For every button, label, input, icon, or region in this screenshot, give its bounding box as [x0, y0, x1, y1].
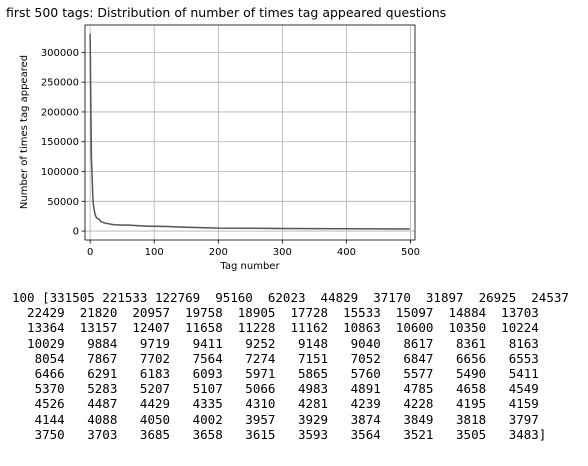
- x-tick-label: 400: [337, 247, 356, 258]
- array-output: 100 [331505 221533 122769 95160 62023 44…: [12, 290, 569, 442]
- y-axis-label: Number of times tag appeared: [19, 55, 30, 209]
- tag-distribution-chart: first 500 tags: Distribution of number o…: [6, 5, 446, 272]
- y-tick-label: 200000: [41, 107, 79, 118]
- x-tick-label: 0: [87, 247, 93, 258]
- y-tick-label: 50000: [47, 197, 79, 208]
- y-tick-label: 100000: [41, 167, 79, 178]
- output-line: 100 [331505 221533 122769 95160 62023 44…: [12, 290, 569, 305]
- x-tick-label: 100: [145, 247, 164, 258]
- y-tick-label: 250000: [41, 78, 79, 89]
- output-line: 6466 6291 6183 6093 5971 5865 5760 5577 …: [12, 366, 539, 382]
- y-tick-label: 300000: [41, 48, 79, 59]
- y-tick-label: 150000: [41, 137, 79, 148]
- y-tick-label: 0: [73, 227, 79, 238]
- output-line: 10029 9884 9719 9411 9252 9148 9040 8617…: [12, 335, 539, 351]
- series-line: [89, 33, 410, 230]
- output-line: 4144 4088 4050 4002 3957 3929 3874 3849 …: [12, 411, 539, 427]
- output-line: 5370 5283 5207 5107 5066 4983 4891 4785 …: [12, 381, 539, 397]
- x-axis-label: Tag number: [219, 261, 280, 272]
- x-tick-label: 300: [273, 247, 292, 258]
- output-line: 22429 21820 20957 19758 18905 17728 1553…: [12, 305, 539, 321]
- output-line: 13364 13157 12407 11658 11228 11162 1086…: [12, 320, 539, 336]
- x-tick-label: 500: [401, 247, 420, 258]
- x-tick-label: 200: [209, 247, 228, 258]
- series-layer: [89, 33, 410, 230]
- output-line: 8054 7867 7702 7564 7274 7151 7052 6847 …: [12, 350, 539, 366]
- tick-layer: 0 100 200 300 400 500 0 50000 100000 150000 200000…: [41, 48, 420, 258]
- plot-frame: [84, 24, 416, 241]
- chart-title: first 500 tags: Distribution of number o…: [6, 5, 446, 20]
- output-line: 4526 4487 4429 4335 4310 4281 4239 4228 …: [12, 396, 539, 412]
- output-line: 3750 3703 3685 3658 3615 3593 3564 3521 …: [12, 426, 547, 442]
- plot-area: [85, 25, 415, 240]
- grid: [85, 25, 415, 240]
